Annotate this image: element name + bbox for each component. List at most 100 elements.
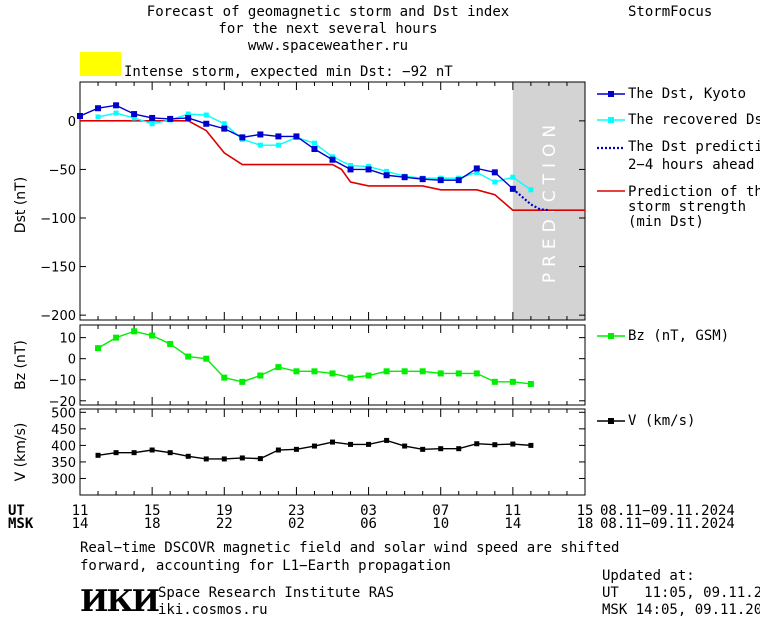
kyoto-dst-point (311, 146, 318, 153)
v-point (492, 442, 498, 448)
y-tick-label: 400 (51, 439, 76, 454)
kyoto-dst-point (347, 166, 354, 173)
kyoto-dst-line (79, 104, 514, 190)
bz-point (509, 378, 516, 385)
y-axis-label: Dst (nT) (13, 177, 29, 233)
institute-name: Space Research Institute RAS (158, 585, 395, 601)
v-point (420, 446, 426, 452)
kyoto-dst-point (473, 165, 480, 172)
bz-point (329, 370, 336, 377)
msk-tick-label: 14 (504, 516, 522, 532)
v-point (474, 441, 480, 447)
y-tick-label: 350 (51, 456, 76, 471)
ut-row-label: UT (8, 503, 25, 519)
v-point (438, 446, 444, 452)
brand-name: StormFocus (628, 4, 713, 20)
bz-point (419, 368, 426, 375)
kyoto-dst-point (113, 102, 120, 109)
v-point (528, 442, 534, 448)
y-axis-label: V (km/s) (13, 423, 29, 482)
y-tick-label: −100 (40, 212, 76, 227)
y-tick-label: 10 (59, 332, 76, 347)
legend-strength-label-3: (min Dst) (628, 214, 704, 230)
recovered-dst-point (384, 168, 390, 174)
kyoto-dst-point (95, 105, 102, 112)
v-point (149, 447, 155, 453)
kyoto-dst-point (437, 177, 444, 184)
v-point (203, 456, 209, 462)
updated-label: Updated at: (602, 568, 695, 584)
kyoto-dst-point (77, 113, 83, 119)
bz-point (293, 368, 300, 375)
v-point (384, 437, 390, 443)
legend-dst-recovered-label: The recovered Dst (628, 112, 760, 128)
msk-tick-label: 10 (432, 516, 450, 532)
recovered-dst-point (528, 187, 534, 193)
recovered-dst-point (131, 115, 137, 121)
recovered-dst-point (474, 169, 480, 175)
bz-point (365, 372, 372, 379)
legend-kyoto-glyph-marker (608, 91, 614, 97)
legend-dst-kyoto-label: The Dst, Kyoto (628, 86, 747, 102)
recovered-dst-point (510, 174, 516, 180)
recovered-dst-point (492, 179, 498, 185)
legend-v-glyph-marker (608, 418, 614, 424)
v-line (97, 439, 531, 460)
bz-point (257, 372, 264, 379)
v-point (239, 455, 245, 461)
kyoto-dst-point (365, 166, 372, 173)
bz-point (437, 370, 444, 377)
ut-tick-label: 19 (215, 503, 233, 519)
v-point (510, 441, 516, 447)
bz-point (401, 368, 408, 375)
bz-point (311, 368, 318, 375)
recovered-dst-point (311, 140, 317, 146)
recovered-dst-point (95, 114, 101, 120)
msk-row-label: MSK (8, 516, 34, 532)
recovered-dst-point (149, 121, 155, 127)
source-url: www.spaceweather.ru (247, 38, 409, 54)
chart-title-line1: Forecast of geomagnetic storm and Dst in… (146, 4, 510, 20)
y-axis-label: Bz (nT) (13, 340, 29, 390)
kyoto-dst-point (185, 114, 192, 121)
y-tick-label: 0 (68, 353, 76, 368)
updated-ut: UT 11:05, 09.11.2024 (602, 585, 760, 601)
bz-point (203, 355, 210, 362)
kyoto-dst-point (257, 131, 264, 138)
kyoto-dst-point (455, 177, 462, 184)
bz-point (275, 364, 282, 371)
msk-date-range: 08.11−09.11.2024 (600, 516, 735, 532)
kyoto-dst-point (275, 133, 282, 140)
ut-tick-label: 11 (504, 503, 522, 519)
prediction-band (512, 82, 585, 320)
institute-site[interactable]: iki.cosmos.ru (158, 602, 268, 618)
bz-point (473, 370, 480, 377)
recovered-dst-point (257, 142, 263, 148)
bz-point (95, 345, 102, 352)
msk-tick-label: 18 (143, 516, 161, 532)
chart-title-line2: for the next several hours (218, 21, 438, 37)
msk-tick-label: 18 (576, 516, 594, 532)
bz-point (455, 370, 462, 377)
y-tick-label: 500 (51, 406, 76, 421)
storm-level-swatch (80, 52, 121, 76)
kyoto-dst-point (131, 111, 138, 118)
footer-note-line1: Real−time DSCOVR magnetic field and sola… (80, 540, 620, 556)
legend-dst-prediction-label: The Dst prediction (628, 139, 760, 155)
y-tick-label: 0 (68, 115, 76, 130)
msk-tick-label: 14 (71, 516, 89, 532)
v-point (131, 450, 137, 456)
v-point (167, 450, 173, 456)
bz-point (221, 374, 228, 381)
recovered-dst-point (348, 163, 354, 169)
kyoto-dst-point (167, 115, 174, 122)
v-point (275, 447, 281, 453)
v-point (293, 446, 299, 452)
msk-tick-label: 02 (287, 516, 305, 532)
v-point (366, 441, 372, 447)
kyoto-dst-point (239, 134, 246, 141)
y-tick-label: −50 (49, 163, 76, 178)
bz-point (113, 334, 120, 341)
y-tick-label: 450 (51, 423, 76, 438)
legend-v-label: V (km/s) (628, 413, 696, 429)
